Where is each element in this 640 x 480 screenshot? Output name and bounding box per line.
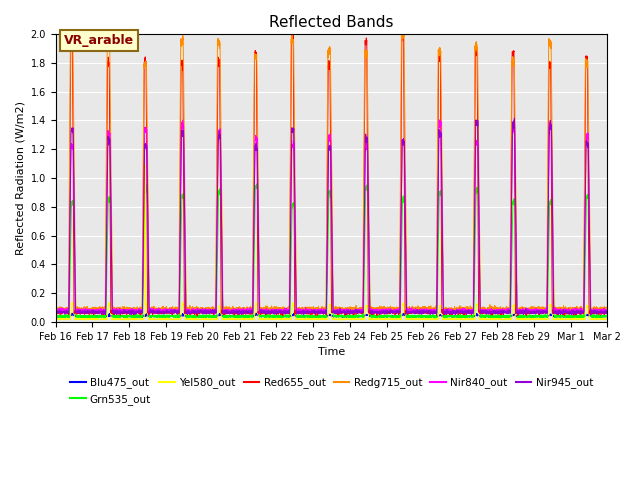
Nir945_out: [425, 310, 433, 315]
Nir840_out: [435, 117, 443, 123]
Line: Redg715_out: Redg715_out: [56, 34, 607, 313]
Legend: Blu475_out, Grn535_out, Yel580_out, Red655_out, Redg715_out, Nir840_out, Nir945_: Blu475_out, Grn535_out, Yel580_out, Red6…: [66, 373, 597, 409]
Nir945_out: [151, 309, 159, 314]
Grn535_out: [603, 312, 611, 318]
Red655_out: [151, 308, 159, 313]
Yel580_out: [425, 317, 433, 323]
Nir945_out: [511, 115, 518, 121]
Yel580_out: [122, 317, 129, 323]
Nir945_out: [311, 309, 319, 314]
Yel580_out: [456, 317, 463, 323]
Red655_out: [193, 313, 201, 319]
Redg715_out: [487, 305, 495, 311]
Yel580_out: [141, 161, 149, 167]
Nir945_out: [127, 312, 135, 318]
Yel580_out: [151, 316, 159, 322]
Red655_out: [487, 309, 495, 314]
Yel580_out: [603, 316, 611, 322]
Red655_out: [52, 309, 60, 315]
Grn535_out: [151, 314, 159, 320]
Blu475_out: [252, 310, 260, 316]
Redg715_out: [604, 305, 611, 311]
Red655_out: [603, 309, 611, 315]
Blu475_out: [151, 313, 159, 319]
Line: Blu475_out: Blu475_out: [56, 313, 607, 317]
Line: Grn535_out: Grn535_out: [56, 184, 607, 319]
Grn535_out: [487, 314, 495, 320]
Blu475_out: [311, 313, 319, 319]
Blu475_out: [456, 313, 463, 319]
Nir840_out: [311, 307, 319, 313]
Blu475_out: [487, 313, 495, 319]
Grn535_out: [373, 316, 381, 322]
Redg715_out: [151, 306, 159, 312]
Redg715_out: [52, 304, 60, 310]
Nir945_out: [486, 309, 494, 314]
Grn535_out: [52, 314, 60, 320]
Blu475_out: [603, 313, 611, 319]
Red655_out: [311, 309, 319, 315]
Yel580_out: [487, 316, 495, 322]
Redg715_out: [425, 307, 433, 313]
Grn535_out: [253, 181, 260, 187]
Redg715_out: [311, 307, 319, 313]
Nir945_out: [52, 308, 60, 314]
Y-axis label: Reflected Radiation (W/m2): Reflected Radiation (W/m2): [15, 101, 25, 255]
Blu475_out: [248, 314, 256, 320]
Red655_out: [288, 31, 296, 37]
Line: Nir840_out: Nir840_out: [56, 120, 607, 313]
Nir945_out: [603, 311, 611, 316]
Redg715_out: [603, 307, 611, 313]
Nir840_out: [318, 311, 326, 316]
Nir840_out: [151, 308, 159, 313]
Yel580_out: [311, 316, 319, 322]
Nir945_out: [604, 308, 611, 313]
Nir840_out: [487, 307, 495, 313]
Nir840_out: [603, 307, 611, 313]
Title: Reflected Bands: Reflected Bands: [269, 15, 394, 30]
X-axis label: Time: Time: [318, 348, 345, 358]
Blu475_out: [604, 314, 611, 320]
Red655_out: [604, 308, 611, 314]
Yel580_out: [52, 316, 60, 322]
Red655_out: [425, 311, 433, 317]
Line: Nir945_out: Nir945_out: [56, 118, 607, 315]
Grn535_out: [311, 312, 319, 318]
Redg715_out: [397, 31, 405, 37]
Red655_out: [456, 308, 463, 314]
Grn535_out: [456, 313, 463, 319]
Blu475_out: [425, 314, 433, 320]
Nir840_out: [425, 310, 433, 315]
Blu475_out: [52, 314, 60, 320]
Line: Yel580_out: Yel580_out: [56, 164, 607, 320]
Grn535_out: [604, 314, 611, 320]
Nir840_out: [52, 308, 60, 313]
Yel580_out: [604, 316, 611, 322]
Text: VR_arable: VR_arable: [64, 34, 134, 47]
Nir840_out: [456, 307, 463, 313]
Line: Red655_out: Red655_out: [56, 34, 607, 316]
Redg715_out: [456, 307, 463, 312]
Grn535_out: [425, 315, 433, 321]
Nir945_out: [455, 308, 463, 314]
Nir840_out: [604, 309, 611, 314]
Redg715_out: [351, 310, 359, 316]
